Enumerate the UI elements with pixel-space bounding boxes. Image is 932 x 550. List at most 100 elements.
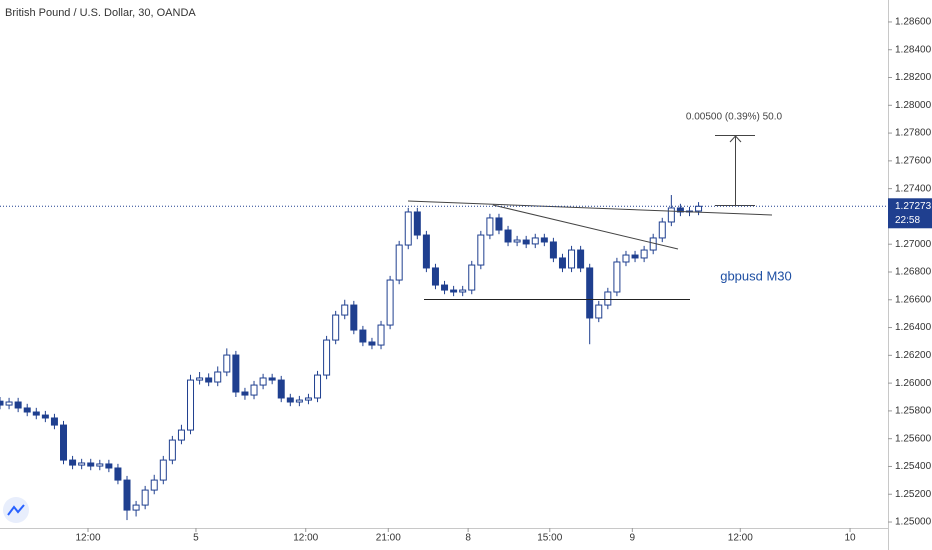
y-tick-label: 1.25000 (895, 517, 932, 528)
candle-body (522, 239, 530, 245)
candle-body (268, 377, 276, 381)
current-price-label: 1.27273 (895, 201, 932, 212)
candle-body (14, 401, 22, 409)
logo (3, 497, 29, 523)
candle-body (667, 207, 675, 223)
y-tick-label: 1.28000 (895, 100, 932, 111)
candle-body (595, 304, 603, 319)
candle-body (250, 384, 258, 396)
x-tick-label: 9 (630, 533, 636, 544)
y-tick-label: 1.26600 (895, 294, 932, 305)
y-tick-label: 1.26200 (895, 350, 932, 361)
candle-body (196, 377, 204, 381)
candle-body (640, 249, 648, 259)
candle-body (495, 217, 503, 231)
y-tick-label: 1.27800 (895, 128, 932, 139)
candle-body (568, 249, 576, 269)
y-tick-label: 1.26000 (895, 378, 932, 389)
trend-line (407, 200, 773, 216)
candle-body (123, 479, 131, 511)
candle-body (468, 264, 476, 291)
candle-body (241, 391, 249, 396)
candle-body (558, 257, 566, 269)
candle-body (50, 417, 58, 426)
candle-body (658, 221, 666, 239)
y-tick-label: 1.25400 (895, 461, 932, 472)
candle-body (350, 304, 358, 331)
candle-body (459, 289, 467, 293)
y-tick-label: 1.26800 (895, 267, 932, 278)
candle-body (404, 211, 412, 246)
candle-body (377, 324, 385, 346)
candle-body (23, 407, 31, 413)
candle-body (359, 329, 367, 343)
candle-body (214, 371, 222, 383)
candle-body (577, 249, 585, 269)
candle-body (0, 400, 4, 406)
candle-body (232, 354, 240, 393)
candle-body (540, 237, 548, 243)
x-tick-label: 12:00 (293, 533, 318, 544)
candle-body (78, 462, 86, 466)
candle-body (259, 377, 267, 386)
candle-body (604, 291, 612, 306)
x-tick-label: 12:00 (75, 533, 100, 544)
countdown: 22:58 (895, 215, 920, 226)
candle-body (695, 205, 703, 212)
trend-line (492, 204, 679, 250)
candle-body (314, 374, 322, 399)
candle-body (486, 217, 494, 236)
candle-body (41, 414, 49, 419)
candle-body (132, 504, 140, 511)
y-tick-label: 1.28400 (895, 44, 932, 55)
measure-arrowhead (729, 135, 742, 143)
candle-body (141, 489, 149, 506)
candle-body (341, 304, 349, 316)
candle-body (159, 459, 167, 481)
candle-body (441, 284, 449, 291)
candle-body (676, 207, 684, 213)
candle-body (477, 234, 485, 266)
candle-body (150, 479, 158, 491)
y-tick-label: 1.27000 (895, 239, 932, 250)
candle-body (622, 254, 630, 263)
candle-body (187, 379, 195, 431)
candle-body (631, 254, 639, 259)
candle-body (105, 463, 113, 469)
x-tick-label: 10 (844, 533, 856, 544)
price-box (888, 198, 932, 229)
candle-body (5, 401, 13, 406)
y-tick-label: 1.27400 (895, 183, 932, 194)
candle-body (223, 354, 231, 373)
candle-body (613, 261, 621, 293)
x-tick-label: 12:00 (728, 533, 753, 544)
y-tick-label: 1.28200 (895, 72, 932, 83)
y-tick-label: 1.25200 (895, 489, 932, 500)
candle-body (87, 462, 95, 467)
candle-body (386, 279, 394, 326)
y-tick-label: 1.28600 (895, 17, 932, 28)
candle-body (413, 211, 421, 236)
candle-body (332, 314, 340, 341)
y-tick-label: 1.26400 (895, 322, 932, 333)
y-tick-label: 1.27600 (895, 155, 932, 166)
candle-body (60, 424, 68, 461)
candle-body (422, 234, 430, 269)
candle-body (368, 341, 376, 346)
note: gbpusd M30 (720, 268, 792, 283)
candle-body (205, 377, 213, 383)
candle-body (286, 397, 294, 403)
x-tick-label: 8 (465, 533, 471, 544)
candle-body (69, 459, 77, 466)
candle-body (323, 339, 331, 376)
candle-body (431, 267, 439, 286)
x-tick-label: 15:00 (537, 533, 562, 544)
candle-body (32, 411, 40, 416)
candle-body (277, 379, 285, 399)
candle-body (295, 399, 303, 403)
candle-body (504, 229, 512, 243)
candle-body (304, 397, 312, 401)
candle-body (586, 267, 594, 319)
chart-title: British Pound / U.S. Dollar, 30, OANDA (5, 7, 196, 19)
